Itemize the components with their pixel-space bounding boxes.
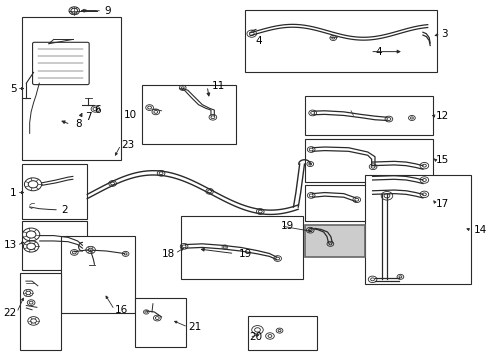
Text: 17: 17 [436,199,449,209]
Text: 6: 6 [95,105,101,115]
Text: 13: 13 [3,240,17,250]
Text: 4: 4 [375,46,382,57]
FancyBboxPatch shape [305,185,433,221]
Text: 15: 15 [436,155,449,165]
FancyBboxPatch shape [20,273,61,350]
FancyBboxPatch shape [23,221,87,270]
FancyBboxPatch shape [305,96,433,135]
Text: 3: 3 [441,29,447,39]
Text: 8: 8 [75,120,82,129]
FancyBboxPatch shape [181,216,303,279]
Text: 14: 14 [474,225,488,235]
FancyBboxPatch shape [305,139,433,182]
FancyBboxPatch shape [135,298,186,347]
Text: 19: 19 [239,248,252,258]
Text: 9: 9 [104,6,111,16]
Text: 20: 20 [249,332,263,342]
Text: 21: 21 [188,322,201,332]
FancyBboxPatch shape [23,17,121,160]
FancyBboxPatch shape [23,164,87,220]
Text: 2: 2 [61,206,68,216]
Text: 11: 11 [212,81,225,91]
Text: 10: 10 [123,111,137,121]
Text: 4: 4 [255,36,262,46]
Text: 23: 23 [121,140,134,150]
FancyBboxPatch shape [366,175,471,284]
FancyBboxPatch shape [305,225,366,257]
Text: 7: 7 [85,112,92,122]
Text: 19: 19 [280,221,294,231]
FancyBboxPatch shape [143,85,236,144]
FancyBboxPatch shape [61,235,135,313]
Text: 16: 16 [115,305,128,315]
Text: 22: 22 [3,308,17,318]
FancyBboxPatch shape [248,316,318,350]
Text: 12: 12 [436,111,449,121]
Text: 5: 5 [10,84,17,94]
Text: 1: 1 [10,188,17,198]
FancyBboxPatch shape [245,10,438,72]
Text: 18: 18 [162,248,175,258]
